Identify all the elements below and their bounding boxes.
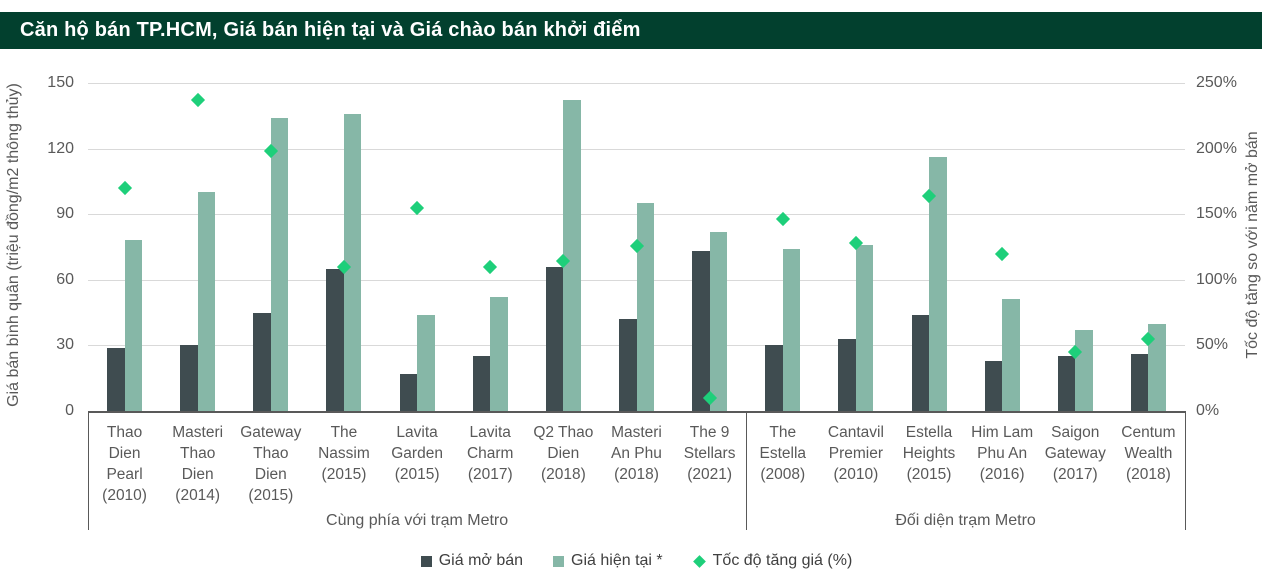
- bar-current-price-8: [709, 231, 728, 411]
- bar-current-price-7: [636, 203, 654, 411]
- right-tick-label-150: 150%: [1196, 205, 1237, 223]
- legend: Giá mở bán Giá hiện tại * Tốc độ tăng giá …: [88, 552, 1185, 570]
- growth-marker-4: [410, 200, 425, 215]
- gridline-150: [88, 83, 1185, 84]
- bar-current-price-5: [490, 297, 508, 411]
- bar-open-price-7: [619, 319, 637, 411]
- group-separator-2: [1185, 411, 1186, 530]
- left-tick-label-90: 90: [56, 205, 74, 223]
- growth-marker-1: [190, 92, 205, 108]
- right-tick-label-0: 0%: [1196, 402, 1220, 419]
- group-label-0: Cùng phía với trạm Metro: [326, 512, 509, 529]
- x-axis-line: [88, 411, 1185, 413]
- legend-square-marker-1: [553, 555, 565, 567]
- category-label-8: The 9 Stellars (2021): [683, 424, 736, 483]
- bar-current-price-1: [197, 192, 216, 411]
- legend-item-1: Giá hiện tại *: [553, 552, 663, 570]
- bar-open-price-13: [1057, 356, 1076, 411]
- category-label-13: Saigon Gateway (2017): [1044, 424, 1106, 483]
- bar-open-price-6: [545, 266, 564, 411]
- legend-item-2: Tốc độ tăng giá (%): [692, 552, 853, 570]
- bar-current-price-11: [929, 157, 947, 411]
- chart-title-bar: Căn hộ bán TP.HCM, Giá bán hiện tại và G…: [0, 12, 1262, 49]
- bar-current-price-12: [1002, 299, 1020, 411]
- bar-open-price-8: [692, 251, 710, 411]
- category-label-9: The Estella (2008): [759, 424, 807, 483]
- legend-square-marker-0: [420, 555, 432, 567]
- chart-title: Căn hộ bán TP.HCM, Giá bán hiện tại và G…: [20, 19, 641, 41]
- bar-open-price-10: [838, 338, 856, 411]
- category-label-5: Lavita Charm (2017): [466, 424, 514, 483]
- bar-current-price-3: [343, 113, 362, 411]
- right-tick-label-200: 200%: [1196, 139, 1237, 157]
- bar-current-price-10: [855, 244, 874, 411]
- group-separator-0: [88, 411, 89, 530]
- bar-open-price-11: [911, 314, 930, 411]
- bar-open-price-5: [472, 356, 491, 411]
- category-label-14: Centum Wealth (2018): [1121, 424, 1176, 483]
- bar-open-price-3: [326, 268, 344, 411]
- legend-label-1: Giá hiện tại *: [571, 552, 663, 569]
- category-label-10: Cantavil Premier (2010): [827, 424, 884, 483]
- bar-open-price-9: [765, 345, 783, 411]
- bar-open-price-12: [984, 360, 1003, 411]
- growth-marker-5: [483, 259, 498, 274]
- growth-marker-0: [117, 180, 132, 196]
- bar-open-price-1: [180, 345, 198, 411]
- left-tick-label-30: 30: [56, 336, 74, 354]
- legend-label-0: Giá mở bán: [438, 552, 524, 569]
- bar-open-price-0: [107, 347, 125, 411]
- category-label-3: The Nassim (2015): [318, 424, 370, 483]
- legend-diamond-marker-2: [692, 554, 706, 568]
- left-tick-label-120: 120: [47, 139, 74, 157]
- bar-open-price-4: [399, 373, 418, 411]
- growth-marker-12: [995, 246, 1010, 261]
- category-label-11: Estella Heights (2015): [902, 424, 956, 483]
- bar-current-price-13: [1075, 330, 1093, 411]
- category-label-4: Lavita Garden (2015): [391, 424, 443, 483]
- bar-current-price-2: [270, 117, 289, 411]
- category-label-7: Masteri An Phu (2018): [611, 424, 662, 483]
- category-label-12: Him Lam Phu An (2016): [971, 424, 1034, 483]
- bar-current-price-9: [782, 249, 801, 411]
- bar-current-price-14: [1148, 323, 1166, 411]
- right-tick-label-50: 50%: [1196, 336, 1229, 354]
- left-tick-label-150: 150: [47, 74, 74, 91]
- right-tick-label-250: 250%: [1196, 74, 1237, 91]
- gridline-120: [88, 148, 1185, 150]
- bar-open-price-14: [1130, 354, 1149, 411]
- bar-current-price-4: [417, 314, 435, 411]
- left-tick-label-0: 0: [65, 402, 74, 419]
- bar-open-price-2: [253, 312, 271, 411]
- legend-item-0: Giá mở bán: [420, 552, 524, 570]
- group-label-1: Đối diện trạm Metro: [895, 512, 1036, 529]
- category-label-6: Q2 Thao Dien (2018): [533, 424, 594, 483]
- category-label-2: Gateway Thao Dien (2015): [240, 424, 302, 504]
- bar-current-price-6: [563, 100, 581, 411]
- bar-current-price-0: [124, 240, 143, 411]
- category-label-0: Thao Dien Pearl (2010): [102, 424, 147, 504]
- category-label-1: Masteri Thao Dien (2014): [172, 424, 224, 504]
- left-tick-label-60: 60: [56, 270, 74, 288]
- group-separator-1: [746, 411, 748, 530]
- right-tick-label-100: 100%: [1196, 270, 1237, 288]
- legend-label-2: Tốc độ tăng giá (%): [712, 552, 853, 569]
